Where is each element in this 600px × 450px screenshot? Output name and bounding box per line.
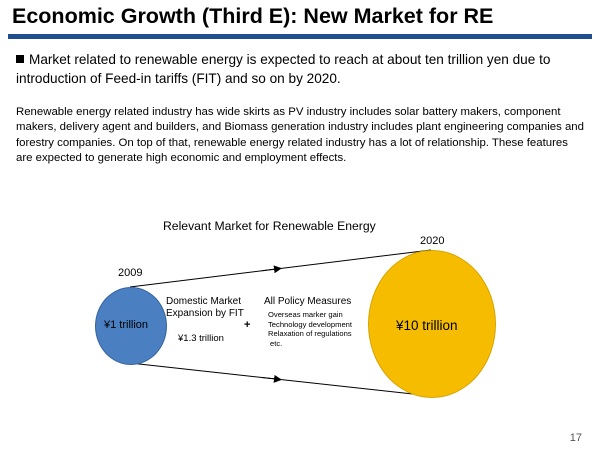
square-bullet-icon [16,55,24,63]
policy-measures-heading: All Policy Measures [264,296,352,307]
policy-item: Relaxation of regulations [268,329,352,338]
policy-item: etc. [270,338,283,348]
diagram-title: Relevant Market for Renewable Energy [163,219,376,233]
domestic-market-label: Domestic Market [166,296,242,307]
title-underline [8,34,592,39]
end-year-label: 2020 [420,235,445,247]
page-number: 17 [569,432,582,444]
bullet-point: Market related to renewable energy is ex… [16,50,592,88]
slide-title: Economic Growth (Third E): New Market fo… [12,4,494,28]
start-market-value: ¥1 trillion [104,319,149,331]
bullet-text: Market related to renewable energy is ex… [16,52,551,86]
start-market-circle [95,287,167,365]
description-paragraph: Renewable energy related industry has wi… [16,106,584,164]
end-market-circle [368,250,496,398]
lower-arrow [261,374,282,383]
start-year-label: 2009 [118,267,143,279]
domestic-market-value: ¥1.3 trillion [178,333,224,344]
upper-arrow [261,265,282,274]
domestic-market-label-line2: Expansion by FIT [166,308,244,319]
end-market-value: ¥10 trillion [396,318,458,333]
policy-item: Overseas marker gain [268,310,343,319]
policy-item: Technology development [268,319,353,329]
plus-sign: + [244,319,251,331]
